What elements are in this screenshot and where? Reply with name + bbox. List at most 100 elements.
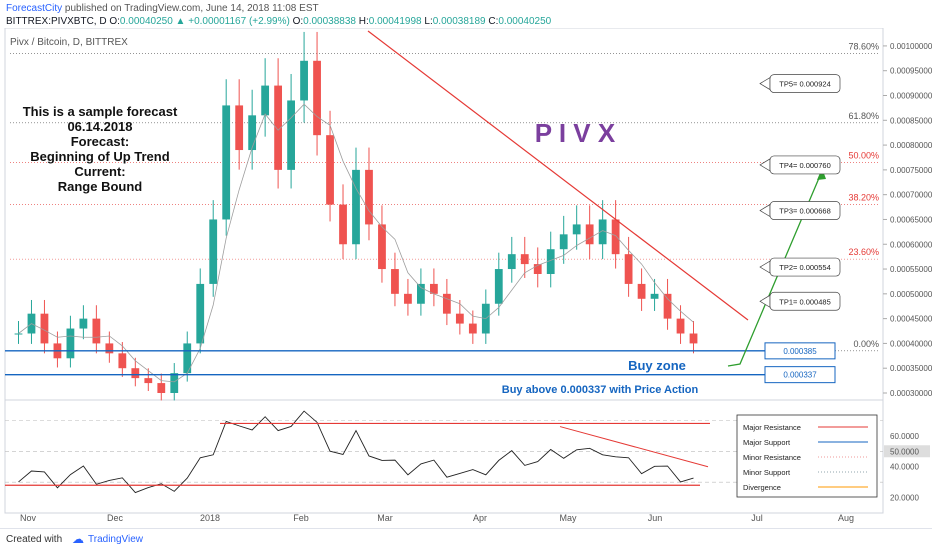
- time-tick-label: Feb: [293, 513, 309, 523]
- pane-title: Pivx / Bitcoin, D, BITTREX: [10, 37, 128, 48]
- price-tick-label: 0.00035000: [890, 364, 932, 373]
- candle-body: [170, 373, 179, 393]
- forecast-note-line: This is a sample forecast: [23, 104, 178, 119]
- target-label: TP4= 0.000760: [779, 161, 831, 170]
- fib-label: 0.00%: [853, 339, 879, 349]
- price-tick-label: 0.00090000: [890, 92, 932, 101]
- fib-label: 38.20%: [848, 193, 879, 203]
- price-tick-label: 0.00075000: [890, 166, 932, 175]
- time-tick-label: Jul: [751, 513, 763, 523]
- created-with-text: Created with: [6, 534, 63, 545]
- price-tick-label: 0.00065000: [890, 215, 932, 224]
- candle-body: [365, 169, 373, 225]
- price-axis[interactable]: 0.00100000 0.00095000 0.00090000 0.00085000…: [883, 42, 932, 398]
- candle-body: [417, 283, 425, 304]
- time-tick-label: Aug: [838, 513, 854, 523]
- candle-body: [650, 293, 659, 299]
- forecast-note: This is a sample forecast06.14.2018Forec…: [23, 104, 178, 194]
- buy-zone-label: Buy zone: [628, 358, 686, 373]
- target-box: [769, 201, 841, 220]
- close-label: C:: [488, 16, 499, 27]
- support-box: [764, 342, 836, 360]
- publish-info: ForecastCity published on TradingView.co…: [6, 2, 319, 15]
- candle-body: [507, 254, 516, 270]
- forecast-note-line: Forecast:: [71, 134, 130, 149]
- time-tick-label: Mar: [377, 513, 393, 523]
- candle-body: [404, 293, 412, 304]
- candle-body: [391, 269, 399, 294]
- candle-body: [598, 219, 607, 245]
- legend-box: [736, 414, 878, 498]
- high-label: H:: [358, 16, 369, 27]
- support-box: [764, 366, 836, 384]
- osc-divergence-line: [559, 426, 709, 468]
- tradingview-logo-icon: ☁: [72, 532, 84, 546]
- legend-label: Major Support: [743, 438, 791, 447]
- candle-body: [92, 318, 101, 344]
- target-box: [769, 74, 841, 93]
- oscillator-axis[interactable]: 60.0000 50.0000 40.0000 20.0000: [884, 432, 930, 503]
- price-tick-label: 0.00095000: [890, 67, 932, 76]
- forecast-arrow: [727, 170, 823, 367]
- chart-area[interactable]: Pivx / Bitcoin, D, BITTREX 78.60% 61.80% 5…: [0, 28, 932, 528]
- candle-body: [261, 85, 270, 116]
- candle-body: [494, 269, 503, 304]
- symbol-label: BITTREX:PIVXBTC, D: [6, 16, 107, 27]
- publisher-name[interactable]: ForecastCity: [6, 3, 63, 14]
- support-box-label: 0.000385: [783, 347, 817, 356]
- published-text: published on TradingView.com, June 14, 2…: [64, 3, 319, 14]
- candle-body: [559, 234, 568, 250]
- osc-axis-highlight: [884, 445, 930, 458]
- price-tick-label: 0.00050000: [890, 290, 932, 299]
- time-tick-label: Dec: [107, 513, 124, 523]
- open-value: 0.00040250: [119, 16, 173, 27]
- candle-body: [235, 105, 244, 151]
- target-box: [769, 257, 841, 277]
- target-label: TP2= 0.000554: [779, 263, 831, 272]
- fib-label: 23.60%: [848, 247, 879, 257]
- oscillator-line: [18, 410, 694, 494]
- osc-axis-label: 50.0000: [890, 447, 919, 456]
- target-callouts: TP5= 0.000924 TP4= 0.000760 TP3= 0.000668 T…: [759, 74, 841, 311]
- target-label: TP1= 0.000485: [779, 297, 831, 306]
- candle-body: [429, 283, 438, 294]
- low-label: L:: [424, 16, 433, 27]
- price-pane: [4, 28, 884, 401]
- time-tick-label: 2018: [200, 513, 220, 523]
- fib-label: 50.00%: [848, 150, 879, 160]
- fib-label: 61.80%: [848, 111, 879, 121]
- tradingview-brand[interactable]: TradingView: [88, 534, 144, 545]
- osc-axis-label: 60.0000: [890, 432, 919, 441]
- legend-label: Minor Support: [743, 468, 791, 477]
- high-value: 0.00041998: [368, 16, 422, 27]
- forecast-note-line: Current:: [74, 164, 125, 179]
- major-trendline[interactable]: [367, 30, 749, 321]
- open2-label: O:: [292, 16, 304, 27]
- candle-body: [300, 60, 308, 101]
- target-box: [769, 155, 841, 175]
- time-tick-label: May: [559, 513, 577, 523]
- forecast-note-line: Range Bound: [58, 179, 143, 194]
- candle-body: [131, 368, 140, 379]
- target-box: [769, 291, 841, 311]
- candle-body: [196, 283, 205, 344]
- price-tick-label: 0.00040000: [890, 339, 932, 348]
- candle-body: [520, 254, 529, 265]
- candle-body: [637, 283, 646, 299]
- legend-label: Major Resistance: [743, 423, 801, 432]
- legend-label: Minor Resistance: [743, 453, 801, 462]
- forecast-note-line: Beginning of Up Trend: [30, 149, 169, 164]
- price-tick-label: 0.00060000: [890, 240, 932, 249]
- time-axis[interactable]: Nov Dec 2018 Feb Mar Apr May Jun Jul Aug: [20, 513, 854, 523]
- open2-value: 0.00038838: [303, 16, 356, 27]
- close-value: 0.00040250: [498, 16, 552, 27]
- candle-body: [339, 204, 347, 245]
- support-box-label: 0.000337: [783, 371, 817, 380]
- candle-body: [157, 383, 166, 393]
- candles: [14, 31, 698, 401]
- change-value: +0.00001167 (+2.99%): [188, 16, 290, 27]
- osc-axis-label: 20.0000: [890, 494, 919, 503]
- candle-body: [144, 378, 153, 384]
- candle-body: [572, 224, 581, 235]
- footer: Created with ☁ TradingView: [0, 528, 932, 551]
